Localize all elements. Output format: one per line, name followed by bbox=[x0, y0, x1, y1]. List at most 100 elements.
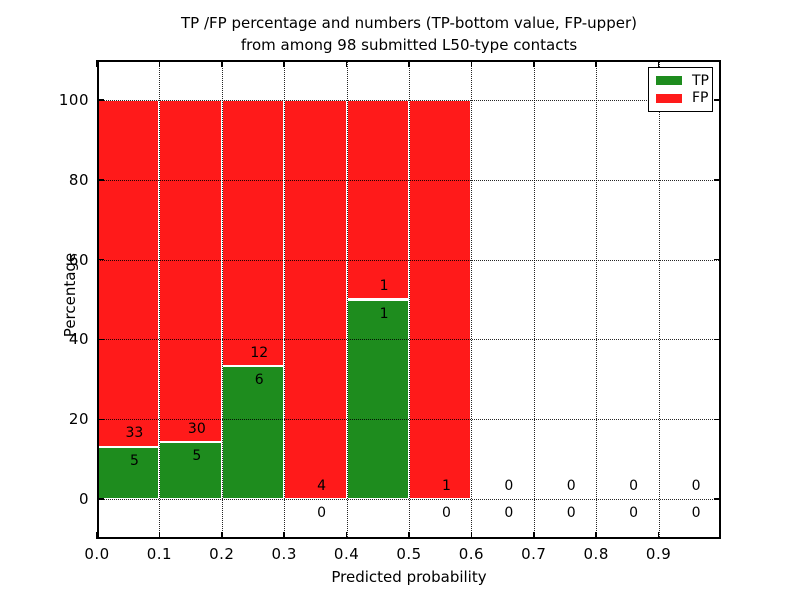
x-tick-mark bbox=[533, 532, 535, 539]
y-tick-mark-right bbox=[714, 338, 721, 341]
gridline-vertical bbox=[596, 60, 598, 539]
y-tick-mark-right bbox=[714, 258, 721, 261]
x-tick-mark-top bbox=[470, 60, 473, 67]
bar-segment-tp bbox=[346, 299, 409, 500]
y-tick-mark bbox=[97, 418, 104, 420]
fp-color-swatch bbox=[656, 93, 682, 103]
y-tick-label: 20 bbox=[68, 410, 89, 429]
y-tick-mark-right bbox=[714, 498, 721, 500]
x-tick-mark-top bbox=[96, 60, 98, 67]
bar-segment-fp bbox=[221, 99, 285, 367]
gridline-vertical bbox=[471, 60, 473, 539]
annotation-tp-count: 0 bbox=[441, 505, 451, 522]
annotation-tp-count: 0 bbox=[317, 505, 327, 522]
x-tick-mark bbox=[470, 532, 473, 539]
annotation-tp-count: 6 bbox=[254, 372, 264, 389]
gridline-vertical bbox=[346, 60, 348, 539]
annotation-fp-count: 1 bbox=[441, 477, 451, 494]
x-tick-mark-top bbox=[221, 60, 223, 67]
plot-area: TP FP 0.0 0.1 0.2 0.3 0.4 0.5 0.6 0.7 0.8 0.9 0 20 4… bbox=[59, 60, 721, 563]
gridline-vertical bbox=[658, 60, 660, 539]
legend-entry-tp: TP bbox=[656, 74, 709, 88]
chart-title-line1: TP /FP percentage and numbers (TP-bottom… bbox=[181, 14, 637, 32]
y-tick-label: 0 bbox=[78, 490, 89, 509]
y-tick-mark bbox=[97, 179, 104, 181]
bar-segment-tp bbox=[97, 446, 160, 500]
x-tick-mark bbox=[595, 532, 597, 539]
x-tick-label: 0.2 bbox=[209, 545, 235, 563]
bar-segment-tp bbox=[159, 442, 222, 500]
gridline-horizontal bbox=[97, 419, 721, 421]
gridline-vertical bbox=[533, 60, 535, 539]
y-tick-mark bbox=[97, 258, 104, 261]
x-tick-label: 0.9 bbox=[645, 545, 672, 563]
gridline-vertical bbox=[284, 60, 286, 539]
x-tick-mark bbox=[221, 532, 223, 539]
annotation-fp-count: 0 bbox=[691, 477, 701, 494]
gridline-horizontal bbox=[97, 259, 721, 261]
annotation-fp-count: 0 bbox=[566, 477, 576, 494]
y-tick-mark-right bbox=[714, 99, 721, 101]
bar-segment-fp bbox=[346, 99, 409, 300]
bar-segment-fp bbox=[159, 99, 222, 443]
x-tick-mark-top bbox=[533, 60, 535, 67]
x-tick-mark-top bbox=[657, 60, 660, 67]
y-tick-mark-right bbox=[714, 418, 721, 420]
legend-label-tp: TP bbox=[692, 72, 709, 89]
annotation-fp-count: 4 bbox=[317, 477, 327, 494]
y-tick-label: 60 bbox=[68, 250, 89, 269]
x-tick-label: 0.1 bbox=[146, 545, 173, 563]
chart-title-line2: from among 98 submitted L50-type contact… bbox=[240, 36, 578, 54]
bar-segment-fp bbox=[284, 99, 347, 500]
tp-color-swatch bbox=[656, 76, 682, 86]
x-tick-mark bbox=[283, 532, 285, 539]
x-tick-mark bbox=[657, 532, 660, 539]
x-tick-mark bbox=[158, 532, 161, 539]
annotation-fp-count: 1 bbox=[379, 278, 389, 294]
x-tick-mark-top bbox=[345, 60, 348, 67]
annotation-tp-count: 1 bbox=[379, 305, 389, 322]
x-tick-label: 0.0 bbox=[84, 545, 110, 563]
y-tick-mark bbox=[97, 498, 104, 500]
x-tick-label: 0.8 bbox=[583, 545, 609, 563]
x-tick-mark-top bbox=[283, 60, 285, 67]
x-tick-label: 0.6 bbox=[458, 545, 485, 563]
x-tick-label: 0.3 bbox=[271, 545, 297, 563]
gridline-horizontal bbox=[97, 99, 721, 101]
bar-segment-fp bbox=[409, 99, 472, 500]
annotation-tp-count: 5 bbox=[192, 448, 202, 465]
annotation-tp-count: 0 bbox=[566, 505, 576, 522]
bar-segment-fp bbox=[97, 99, 160, 447]
chart-title: TP /FP percentage and numbers (TP-bottom… bbox=[97, 12, 721, 56]
annotation-fp-count: 0 bbox=[504, 477, 514, 494]
x-tick-label: 0.7 bbox=[521, 545, 547, 563]
annotation-tp-count: 0 bbox=[691, 505, 701, 522]
annotation-tp-count: 0 bbox=[504, 505, 514, 522]
x-tick-label: 0.4 bbox=[333, 545, 360, 563]
annotation-fp-count: 12 bbox=[250, 344, 269, 361]
bar-segment-tp bbox=[221, 366, 285, 500]
y-tick-label: 100 bbox=[58, 90, 89, 109]
gridline-vertical bbox=[221, 60, 223, 539]
y-tick-mark-right bbox=[714, 179, 721, 181]
gridline-horizontal bbox=[97, 499, 721, 501]
legend-entry-fp: FP bbox=[656, 91, 709, 105]
annotation-tp-count: 0 bbox=[629, 505, 639, 522]
annotation-fp-count: 33 bbox=[125, 425, 144, 442]
x-tick-mark-top bbox=[408, 60, 410, 67]
x-tick-mark-top bbox=[595, 60, 597, 67]
y-tick-label: 40 bbox=[68, 330, 89, 349]
x-axis-label: Predicted probability bbox=[331, 568, 487, 586]
y-tick-label: 80 bbox=[68, 170, 89, 189]
gridline-horizontal bbox=[97, 339, 721, 341]
annotation-tp-count: 5 bbox=[129, 452, 139, 469]
y-tick-mark bbox=[97, 338, 104, 341]
annotation-fp-count: 30 bbox=[187, 420, 206, 437]
x-tick-mark bbox=[96, 532, 98, 539]
gridline-vertical bbox=[409, 60, 410, 539]
gridline-vertical bbox=[159, 60, 161, 539]
x-tick-mark bbox=[408, 532, 410, 539]
x-tick-mark-top bbox=[158, 60, 161, 67]
x-tick-mark bbox=[345, 532, 348, 539]
